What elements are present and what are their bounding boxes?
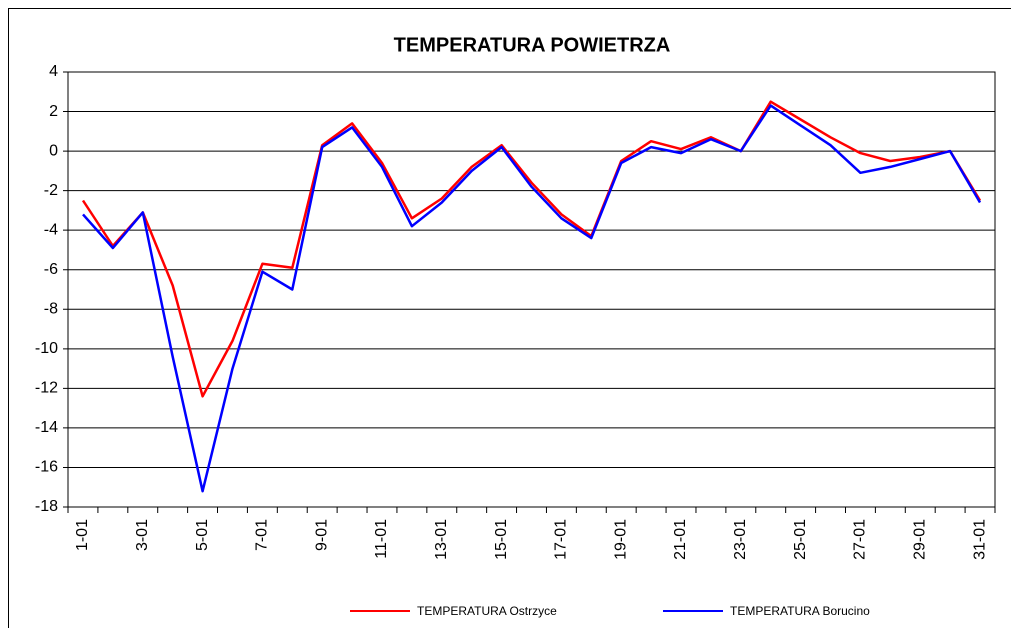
x-tick-label: 25-01: [792, 519, 809, 560]
y-tick-label: -6: [44, 261, 58, 278]
y-tick-label: -2: [44, 182, 58, 199]
x-tick-label: 3-01: [134, 519, 151, 551]
line-series: [81, 100, 982, 398]
x-tick-label: 23-01: [732, 519, 749, 560]
y-tick-label: 0: [49, 142, 58, 159]
x-tick-label: 15-01: [493, 519, 510, 560]
x-tick-label: 5-01: [194, 519, 211, 551]
x-tick-label: 21-01: [672, 519, 689, 560]
x-tick-label: 13-01: [433, 519, 450, 560]
x-tick-label: 1-01: [74, 519, 91, 551]
x-tick-label: 19-01: [612, 519, 629, 560]
x-tick-label: 31-01: [971, 519, 988, 560]
x-tick-label: 9-01: [313, 519, 330, 551]
x-tick-label: 7-01: [254, 519, 271, 551]
y-tick-label: -10: [35, 340, 58, 357]
y-tick-label: -16: [35, 459, 58, 476]
legend-label: TEMPERATURA Borucino: [730, 604, 870, 618]
x-tick-label: 27-01: [852, 519, 869, 560]
line-series: [82, 104, 982, 493]
legend-label: TEMPERATURA Ostrzyce: [417, 604, 557, 618]
x-tick-label: 29-01: [911, 519, 928, 560]
chart-title: TEMPERATURA POWIETRZA: [394, 34, 671, 56]
y-tick-label: -12: [35, 380, 58, 397]
y-tick-label: -8: [44, 300, 58, 317]
y-tick-label: -14: [35, 419, 58, 436]
y-tick-label: -18: [35, 498, 58, 515]
x-tick-label: 11-01: [373, 519, 390, 559]
plot-area: [67, 71, 996, 508]
y-tick-label: 2: [49, 103, 58, 120]
y-tick-label: 4: [49, 63, 58, 80]
y-tick-label: -4: [44, 221, 58, 238]
x-tick-label: 17-01: [553, 519, 570, 560]
